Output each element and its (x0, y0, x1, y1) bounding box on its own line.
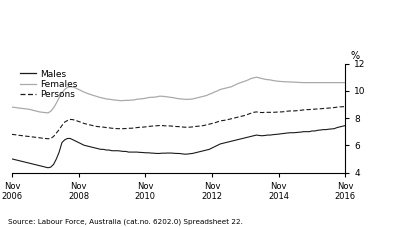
Females (226, 86, 231, 89)
Females (326, 81, 331, 84)
Line: Females: Females (12, 77, 348, 113)
Legend: Males, Females, Persons: Males, Females, Persons (16, 66, 81, 103)
Males (121, 150, 125, 153)
Persons (346, 105, 351, 108)
Persons (226, 118, 231, 121)
Females (46, 111, 50, 114)
Females (10, 106, 14, 109)
Text: %: % (351, 51, 360, 61)
Males (46, 166, 50, 169)
Females (340, 81, 345, 84)
Females (121, 99, 125, 102)
Persons (337, 106, 342, 108)
Persons (10, 133, 14, 136)
Persons (324, 107, 328, 110)
Persons (343, 105, 348, 108)
Males (226, 141, 231, 143)
Line: Males: Males (12, 125, 348, 168)
Line: Persons: Persons (12, 106, 348, 139)
Persons (196, 125, 200, 128)
Males (324, 128, 328, 131)
Males (90, 146, 95, 149)
Females (346, 81, 351, 84)
Males (196, 151, 200, 153)
Text: Source: Labour Force, Australia (cat.no. 6202.0) Spreadsheet 22.: Source: Labour Force, Australia (cat.no.… (8, 218, 243, 225)
Persons (90, 124, 95, 127)
Males (337, 126, 342, 128)
Persons (46, 137, 50, 140)
Females (90, 94, 95, 96)
Males (346, 123, 351, 126)
Females (254, 76, 259, 79)
Females (196, 96, 200, 99)
Males (10, 158, 14, 160)
Persons (121, 127, 125, 130)
